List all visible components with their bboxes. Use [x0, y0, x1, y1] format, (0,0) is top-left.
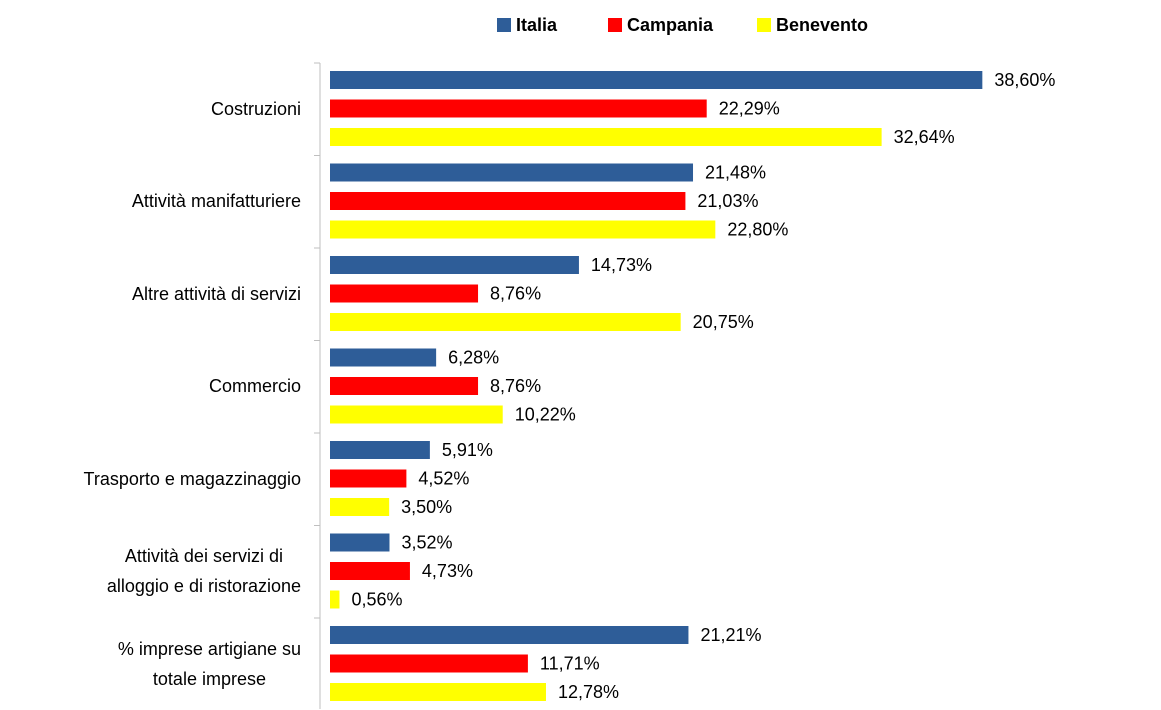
category-text: Attività manifatturiere [131, 191, 301, 211]
bar [330, 313, 681, 331]
bar [330, 469, 407, 488]
value-label: 8,76% [490, 376, 541, 396]
bar [330, 405, 503, 424]
bar [330, 562, 410, 580]
legend-text: Campania [627, 15, 714, 35]
bar [330, 377, 479, 395]
category-text: Altre attività di servizi [131, 283, 301, 304]
value-label: 21,03% [697, 191, 758, 211]
category-text: % imprese artigiane su totale imprese [117, 638, 301, 689]
bar [330, 71, 983, 89]
bar [330, 192, 686, 210]
category-text: Commercio [208, 376, 301, 396]
value-label: 6,28% [448, 347, 499, 367]
value-label: 21,21% [700, 625, 761, 645]
value-label: 14,73% [591, 255, 652, 275]
value-label: 12,78% [558, 682, 619, 702]
value-label: 38,60% [994, 70, 1055, 90]
category-label: Trasporto e magazzinaggio [84, 432, 301, 525]
bar [330, 99, 707, 118]
value-label: 4,73% [422, 561, 473, 581]
legend-text: Italia [516, 15, 558, 35]
bar [330, 590, 340, 609]
legend-swatch [497, 18, 511, 32]
value-label: 11,71% [540, 653, 600, 673]
bar [330, 441, 430, 459]
value-label: 3,50% [401, 497, 452, 517]
bar [330, 626, 689, 644]
bar [330, 220, 716, 239]
bar [330, 498, 390, 516]
bar [330, 654, 528, 673]
value-label: 3,52% [401, 532, 452, 552]
category-label: % imprese artigiane su totale imprese [118, 617, 301, 710]
legend-swatch [608, 18, 622, 32]
value-label: 5,91% [442, 440, 493, 460]
category-label: Costruzioni [211, 62, 301, 155]
value-label: 21,48% [705, 162, 766, 182]
legend-swatch [757, 18, 771, 32]
category-label: Commercio [209, 340, 301, 433]
value-label: 22,29% [719, 98, 780, 118]
category-text: Attività dei servizi di alloggio e di ri… [106, 546, 301, 596]
bar [330, 284, 479, 303]
category-label: Attività manifatturiere [132, 155, 301, 248]
bar [330, 348, 437, 367]
bar [330, 256, 579, 274]
category-text: Trasporto e magazzinaggio [83, 468, 301, 489]
value-label: 32,64% [894, 127, 955, 147]
category-label: Altre attività di servizi [132, 247, 301, 340]
value-label: 10,22% [515, 404, 576, 424]
value-label: 4,52% [418, 468, 469, 488]
bar [330, 533, 390, 552]
value-label: 8,76% [490, 283, 541, 303]
category-label: Attività dei servizi di alloggio e di ri… [107, 525, 301, 618]
bar [330, 683, 546, 701]
bar [330, 128, 882, 146]
legend-text: Benevento [776, 15, 868, 35]
value-label: 22,80% [727, 219, 788, 239]
bar [330, 163, 694, 182]
category-text: Costruzioni [210, 98, 301, 119]
value-label: 20,75% [693, 312, 754, 332]
value-label: 0,56% [351, 589, 402, 609]
